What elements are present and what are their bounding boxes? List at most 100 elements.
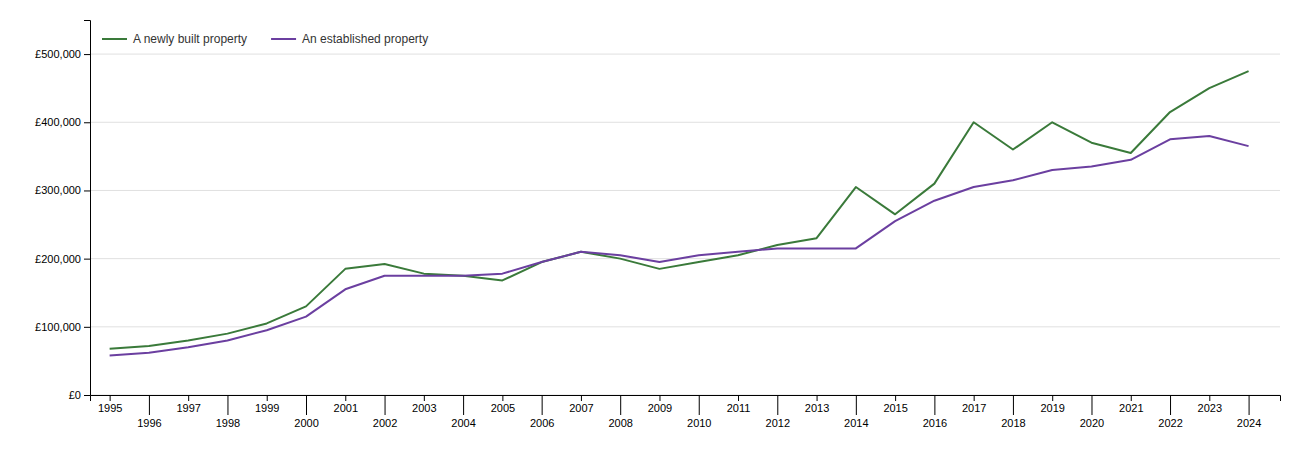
x-tick: 2023 — [1198, 395, 1222, 414]
x-tick: 2005 — [491, 395, 515, 414]
x-tick: 2019 — [1040, 395, 1064, 414]
x-tick: 2004 — [451, 395, 475, 429]
x-tick-label: 2006 — [530, 417, 554, 429]
lines — [110, 71, 1249, 355]
y-tick-mark — [84, 327, 90, 328]
x-tick-mark — [188, 395, 189, 401]
x-tick-mark — [1013, 395, 1014, 415]
x-tick-label: 2017 — [962, 402, 986, 414]
x-tick: 2008 — [608, 395, 632, 429]
x-tick-mark — [974, 395, 975, 401]
x-tick-label: 2015 — [883, 402, 907, 414]
x-tick-label: 2018 — [1001, 417, 1025, 429]
chart-container: £0 £100,000 £200,000 £300,000 £400,000 £500,0… — [0, 0, 1305, 450]
x-tick: 1996 — [137, 395, 161, 429]
x-tick: 2007 — [569, 395, 593, 414]
x-tick-label: 2024 — [1237, 417, 1261, 429]
legend-item: A newly built property — [102, 32, 247, 46]
x-tick-mark — [345, 395, 346, 401]
series-line — [110, 136, 1249, 356]
x-tick-mark — [895, 395, 896, 401]
y-tick: £200,000 — [35, 253, 90, 265]
y-tick: £500,000 — [35, 48, 90, 60]
y-tick-mark — [84, 259, 90, 260]
x-tick: 2002 — [373, 395, 397, 429]
y-tick: £100,000 — [35, 321, 90, 333]
x-tick: 2020 — [1080, 395, 1104, 429]
y-tick-label: £300,000 — [35, 184, 81, 196]
x-tick: 2012 — [766, 395, 790, 429]
x-tick-mark — [463, 395, 464, 415]
x-tick-label: 2019 — [1040, 402, 1064, 414]
x-tick-label: 2023 — [1198, 402, 1222, 414]
x-tick-mark — [149, 395, 150, 415]
y-tick-mark — [84, 122, 90, 123]
x-tick-mark — [227, 395, 228, 415]
x-tick-mark — [385, 395, 386, 415]
x-tick-label: 2007 — [569, 402, 593, 414]
y-tick-mark — [84, 54, 90, 55]
x-tick-label: 2011 — [727, 402, 751, 414]
x-tick-mark — [777, 395, 778, 415]
grid-line — [90, 190, 1280, 191]
x-tick-label: 2014 — [844, 417, 868, 429]
legend-swatch — [271, 38, 296, 40]
y-tick: £300,000 — [35, 184, 90, 196]
y-tick: £400,000 — [35, 116, 90, 128]
x-tick: 2015 — [883, 395, 907, 414]
x-tick-label: 1995 — [98, 402, 122, 414]
x-tick-label: 2021 — [1119, 402, 1143, 414]
x-tick-label: 2009 — [648, 402, 672, 414]
x-axis: 1995199619971998199920002001200220032004… — [91, 395, 1281, 429]
legend: A newly built property An established pro… — [102, 32, 428, 46]
x-tick: 2014 — [844, 395, 868, 429]
x-tick: 2018 — [1001, 395, 1025, 429]
x-tick-label: 1997 — [176, 402, 200, 414]
legend-swatch — [102, 38, 127, 40]
x-tick-mark — [856, 395, 857, 415]
x-tick-mark — [1209, 395, 1210, 401]
x-tick-label: 1996 — [137, 417, 161, 429]
y-tick-label: £100,000 — [35, 321, 81, 333]
x-tick-mark — [659, 395, 660, 401]
y-tick-mark — [84, 395, 90, 396]
y-axis-line — [84, 21, 91, 396]
plot-area: £0 £100,000 £200,000 £300,000 £400,000 £500,0… — [35, 21, 1280, 429]
x-tick-label: 2022 — [1158, 417, 1182, 429]
x-tick-label: 2016 — [923, 417, 947, 429]
x-tick-mark — [502, 395, 503, 401]
x-tick-label: 2004 — [451, 417, 475, 429]
x-tick-label: 2013 — [805, 402, 829, 414]
x-tick-label: 1998 — [216, 417, 240, 429]
x-tick-mark — [581, 395, 582, 401]
x-tick-label: 2003 — [412, 402, 436, 414]
x-tick: 2010 — [687, 395, 711, 429]
x-tick-mark — [934, 395, 935, 415]
y-tick-label: £400,000 — [35, 116, 81, 128]
y-tick-label: £0 — [69, 389, 81, 401]
y-tick-label: £500,000 — [35, 48, 81, 60]
x-tick-mark — [620, 395, 621, 415]
x-tick-label: 2002 — [373, 417, 397, 429]
x-tick-mark — [424, 395, 425, 401]
x-tick-label: 2010 — [687, 417, 711, 429]
x-tick-mark — [306, 395, 307, 415]
x-tick-mark — [267, 395, 268, 401]
x-tick: 2000 — [294, 395, 318, 429]
x-tick-label: 2005 — [491, 402, 515, 414]
x-tick-mark — [738, 395, 739, 401]
grid — [90, 54, 1280, 395]
x-tick: 2003 — [412, 395, 436, 414]
legend-label: A newly built property — [133, 32, 247, 46]
x-tick-mark — [817, 395, 818, 401]
x-tick: 2016 — [923, 395, 947, 429]
x-tick: 2001 — [334, 395, 358, 414]
x-tick-mark — [542, 395, 543, 415]
legend-label: An established property — [302, 32, 428, 46]
x-tick: 2017 — [962, 395, 986, 414]
x-tick: 2006 — [530, 395, 554, 429]
x-tick: 1995 — [98, 395, 122, 414]
chart-svg: £0 £100,000 £200,000 £300,000 £400,000 £500,0… — [0, 0, 1305, 450]
y-tick-label: £200,000 — [35, 253, 81, 265]
series-line — [110, 71, 1249, 349]
